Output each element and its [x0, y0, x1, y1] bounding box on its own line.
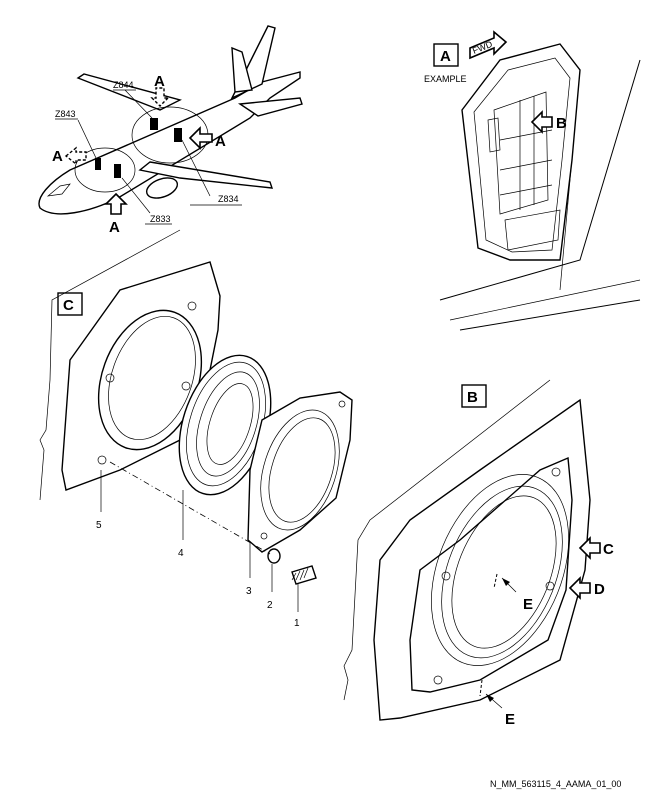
left-wing — [76, 73, 182, 111]
view-arrow-b-label: B — [556, 115, 567, 132]
item-number-4: 4 — [178, 548, 184, 559]
drawing-id: N_MM_563115_4_AAMA_01_00 — [490, 779, 621, 789]
view-a-box-label: A — [440, 48, 451, 65]
washer — [267, 548, 281, 564]
view-arrow-e-label-upper: E — [523, 596, 533, 613]
view-c: C 5 4 3 2 — [39, 229, 353, 629]
view-arrow-c-label: C — [603, 541, 614, 558]
view-arrow-a-bottom-label: A — [109, 219, 120, 236]
horizontal-stabilizer-left — [231, 46, 253, 93]
aircraft-fuselage — [38, 71, 301, 215]
item-number-2: 2 — [267, 600, 273, 611]
cockpit-windows — [46, 183, 71, 197]
view-arrow-a-bottom — [104, 192, 128, 215]
view-arrow-c — [578, 536, 601, 560]
item-number-3: 3 — [246, 586, 252, 597]
view-a-box — [433, 43, 459, 67]
horizontal-stabilizer — [237, 97, 303, 117]
aircraft-view: Z844 Z843 Z834 Z833 A A A A — [38, 25, 303, 236]
detail-circle-fwd — [74, 147, 136, 193]
view-c-box-label: C — [63, 297, 74, 314]
zone-label-z844: Z844 — [113, 80, 134, 90]
view-arrow-a-right-label: A — [215, 133, 226, 150]
view-arrow-a-top — [150, 87, 170, 107]
view-b-box-label: B — [467, 389, 478, 406]
door-marker-z843 — [95, 158, 101, 170]
view-b-box — [461, 384, 487, 408]
engine-nacelle — [145, 177, 179, 199]
item-number-5: 5 — [96, 520, 102, 531]
view-b-window-frame — [409, 456, 573, 693]
door-marker-z833 — [114, 164, 121, 178]
fuselage-skin — [439, 59, 641, 301]
view-arrow-d-label: D — [594, 581, 605, 598]
zone-label-z833: Z833 — [150, 214, 171, 224]
door-marker-z834 — [174, 128, 182, 142]
view-a: A EXAMPLE FWD B — [424, 30, 641, 331]
view-arrow-a-left-label: A — [52, 148, 63, 165]
zone-label-z843: Z843 — [55, 109, 76, 119]
view-a-caption: EXAMPLE — [424, 74, 467, 84]
view-b: B C D E E — [343, 379, 614, 728]
view-arrow-b — [530, 110, 553, 134]
door-frame — [461, 43, 581, 261]
bolt — [291, 565, 317, 585]
zone-label-z834: Z834 — [218, 194, 239, 204]
view-arrow-d — [568, 576, 591, 600]
view-b-window-ring — [431, 474, 569, 666]
view-arrow-a-right — [188, 126, 213, 150]
door-marker-z844 — [150, 118, 158, 130]
right-wing — [138, 161, 274, 189]
fwd-arrow — [469, 30, 508, 60]
view-c-box — [57, 292, 83, 316]
item-number-1: 1 — [294, 618, 300, 629]
view-arrow-a-top-label: A — [154, 73, 165, 90]
view-arrow-e-label-lower: E — [505, 711, 515, 728]
view-arrow-a-left — [64, 146, 87, 166]
